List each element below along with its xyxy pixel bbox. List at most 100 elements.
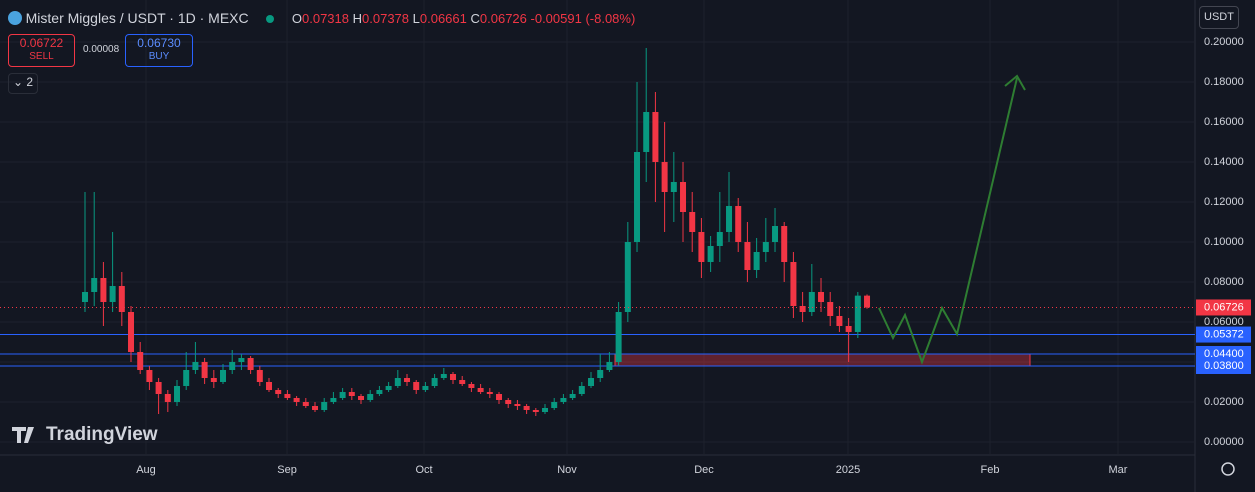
candle-body — [394, 378, 401, 386]
candle-body — [440, 374, 447, 378]
candle-body — [155, 382, 162, 394]
candle-body — [569, 394, 576, 398]
candle-body — [634, 152, 641, 242]
candle-body — [339, 392, 346, 398]
candle-body — [661, 162, 668, 192]
low-label: L — [412, 11, 420, 26]
candle-body — [624, 242, 631, 312]
candle-body — [864, 295, 871, 308]
candle-body — [118, 286, 125, 312]
candle-body — [606, 362, 613, 370]
candle-body — [284, 394, 291, 398]
candle-body — [422, 386, 429, 390]
candle-body — [348, 392, 355, 396]
open-label: O — [291, 11, 302, 26]
candle-body — [551, 402, 558, 408]
candle-body — [652, 112, 659, 162]
settings-icon[interactable] — [1221, 462, 1235, 476]
candle-body — [229, 362, 236, 370]
zone-box — [614, 353, 1031, 367]
candle-body — [615, 312, 622, 362]
level-label: 0.04400 — [1204, 348, 1244, 360]
close-value: 0.06726 — [479, 11, 527, 26]
x-tick-label: Oct — [415, 464, 432, 476]
axes: 0.000000.020000.040000.060000.080000.100… — [136, 36, 1251, 476]
candle-body — [91, 278, 98, 292]
candle-body — [330, 398, 337, 402]
candle-body — [735, 206, 742, 242]
candle-body — [680, 182, 687, 212]
sell-price: 0.06722 — [19, 36, 64, 50]
symbol[interactable]: Mister Miggles / USDT · 1D · MEXC — [25, 10, 249, 26]
indicators-toggle[interactable]: ⌄ 2 — [8, 73, 38, 94]
candle-body — [321, 402, 328, 410]
x-tick-label: 2025 — [836, 464, 860, 476]
y-tick-label: 0.02000 — [1204, 396, 1244, 408]
last-price-label: 0.06726 — [1204, 301, 1244, 313]
candle-body — [808, 292, 815, 312]
candle-body — [818, 292, 825, 302]
candle-body — [744, 242, 751, 270]
candle-body — [772, 226, 779, 242]
high-value: 0.07378 — [362, 11, 410, 26]
sell-button[interactable]: 0.06722 SELL — [8, 34, 75, 67]
candle-body — [404, 378, 411, 382]
candle-body — [496, 394, 503, 400]
candle-body — [597, 370, 604, 378]
candle-body — [716, 232, 723, 246]
candle-body — [247, 358, 254, 370]
candle-body — [762, 242, 769, 252]
candle-body — [358, 396, 365, 400]
candle-body — [836, 316, 843, 326]
candle-body — [302, 402, 309, 406]
candle-body — [266, 382, 273, 390]
candle-body — [100, 278, 107, 302]
candle-body — [781, 226, 788, 262]
candle-body — [256, 370, 263, 382]
high-label: H — [352, 11, 363, 26]
y-tick-label: 0.20000 — [1204, 36, 1244, 48]
currency-button[interactable]: USDT — [1199, 6, 1239, 29]
candle-body — [689, 212, 696, 232]
y-tick-label: 0.14000 — [1204, 156, 1244, 168]
candle-body — [128, 312, 135, 352]
candle-body — [468, 384, 475, 388]
candle-body — [790, 262, 797, 306]
candle-body — [753, 252, 760, 270]
candle-body — [312, 406, 319, 410]
x-tick-label: Sep — [277, 464, 297, 476]
candle-body — [183, 370, 190, 386]
candle-body — [459, 380, 466, 384]
y-tick-label: 0.12000 — [1204, 196, 1244, 208]
x-tick-label: Feb — [981, 464, 1000, 476]
candle-body — [376, 390, 383, 394]
x-tick-label: Aug — [136, 464, 156, 476]
candle-body — [560, 398, 567, 402]
candle-body — [385, 386, 392, 390]
candle-body — [210, 378, 217, 382]
level-label-bg — [1196, 358, 1251, 374]
candle-body — [192, 362, 199, 370]
candle-body — [523, 406, 530, 410]
candle-body — [542, 408, 549, 412]
candle-body — [726, 206, 733, 232]
y-tick-label: 0.18000 — [1204, 76, 1244, 88]
candle-body — [293, 398, 300, 402]
x-tick-label: Dec — [694, 464, 714, 476]
level-label: 0.05372 — [1204, 328, 1244, 340]
x-tick-label: Mar — [1109, 464, 1128, 476]
projection-arrow — [1004, 74, 1026, 91]
y-tick-label: 0.00000 — [1204, 436, 1244, 448]
sell-label: SELL — [29, 51, 54, 62]
grid — [0, 0, 1195, 455]
candle-body — [220, 370, 227, 382]
buy-button[interactable]: 0.06730 BUY — [125, 34, 193, 67]
close-label: C — [470, 11, 480, 26]
candle-body — [431, 378, 438, 386]
low-value: 0.06661 — [419, 11, 467, 26]
last-price-bg — [1196, 299, 1251, 316]
candle-body — [799, 306, 806, 312]
candle-body — [698, 232, 705, 262]
